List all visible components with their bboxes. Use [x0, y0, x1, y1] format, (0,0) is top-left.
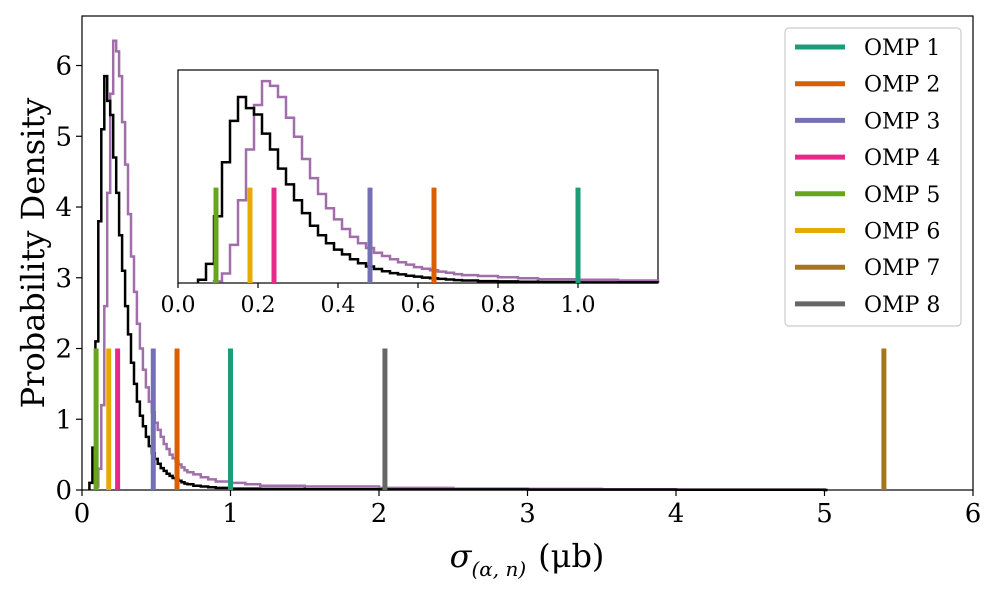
- inset-x-tick-label: 0.8: [481, 293, 516, 318]
- main-y-tick-label: 1: [55, 405, 72, 435]
- legend-frame: [784, 27, 962, 327]
- inset-x-ticks: 0.0 0.2 0.4 0.6 0.8 1.0: [161, 283, 596, 318]
- main-y-tick-label: 4: [55, 193, 72, 223]
- main-y-tick-label: 6: [55, 52, 72, 82]
- y-axis-label: Probability Density: [14, 98, 52, 409]
- main-x-ticks: 0 1 2 3 4 5 6: [74, 490, 982, 529]
- main-x-tick-label: 0: [74, 499, 91, 529]
- main-x-tick-label: 5: [816, 499, 833, 529]
- inset-x-tick-label: 1.0: [561, 293, 596, 318]
- legend-label-omp-7: OMP 7: [864, 256, 940, 281]
- main-y-tick-label: 5: [55, 122, 72, 152]
- inset-x-tick-label: 0.2: [241, 293, 276, 318]
- main-x-tick-label: 2: [371, 499, 388, 529]
- inset-histogram-distribution-black: [196, 95, 660, 284]
- main-x-tick-label: 4: [668, 499, 685, 529]
- x-axis-label-main: σ: [450, 537, 473, 575]
- main-x-tick-label: 3: [519, 499, 536, 529]
- legend-label-omp-2: OMP 2: [864, 73, 940, 98]
- main-x-tick-label: 1: [222, 499, 239, 529]
- main-y-tick-label: 2: [55, 335, 72, 365]
- main-y-ticks: 0 1 2 3 4 5 6: [55, 52, 82, 506]
- legend: OMP 1 OMP 2 OMP 3 OMP 4 OMP 5 OMP 6 OMP 7 OMP 8: [784, 27, 962, 327]
- x-axis-label-unit: (μb): [538, 537, 604, 575]
- legend-label-omp-4: OMP 4: [864, 146, 940, 171]
- main-x-tick-label: 6: [965, 499, 982, 529]
- main-y-tick-label: 0: [55, 476, 72, 506]
- legend-label-omp-8: OMP 8: [864, 293, 940, 318]
- inset-histogram-distribution-purple: [212, 79, 660, 283]
- legend-label-omp-6: OMP 6: [864, 220, 940, 245]
- main-y-tick-label: 3: [55, 264, 72, 294]
- inset-plot-layer: [196, 79, 660, 284]
- inset-x-tick-label: 0.0: [161, 293, 196, 318]
- legend-label-omp-3: OMP 3: [864, 109, 940, 134]
- inset-x-tick-label: 0.4: [321, 293, 356, 318]
- inset-x-tick-label: 0.6: [401, 293, 436, 318]
- x-axis-label: σ(α, n) (μb): [450, 537, 605, 581]
- legend-label-omp-5: OMP 5: [864, 183, 940, 208]
- legend-label-omp-1: OMP 1: [864, 36, 940, 61]
- x-axis-label-sub: (α, n): [471, 557, 526, 581]
- main-plot-layer: [88, 39, 887, 492]
- main-histogram-distribution-purple: [94, 39, 828, 492]
